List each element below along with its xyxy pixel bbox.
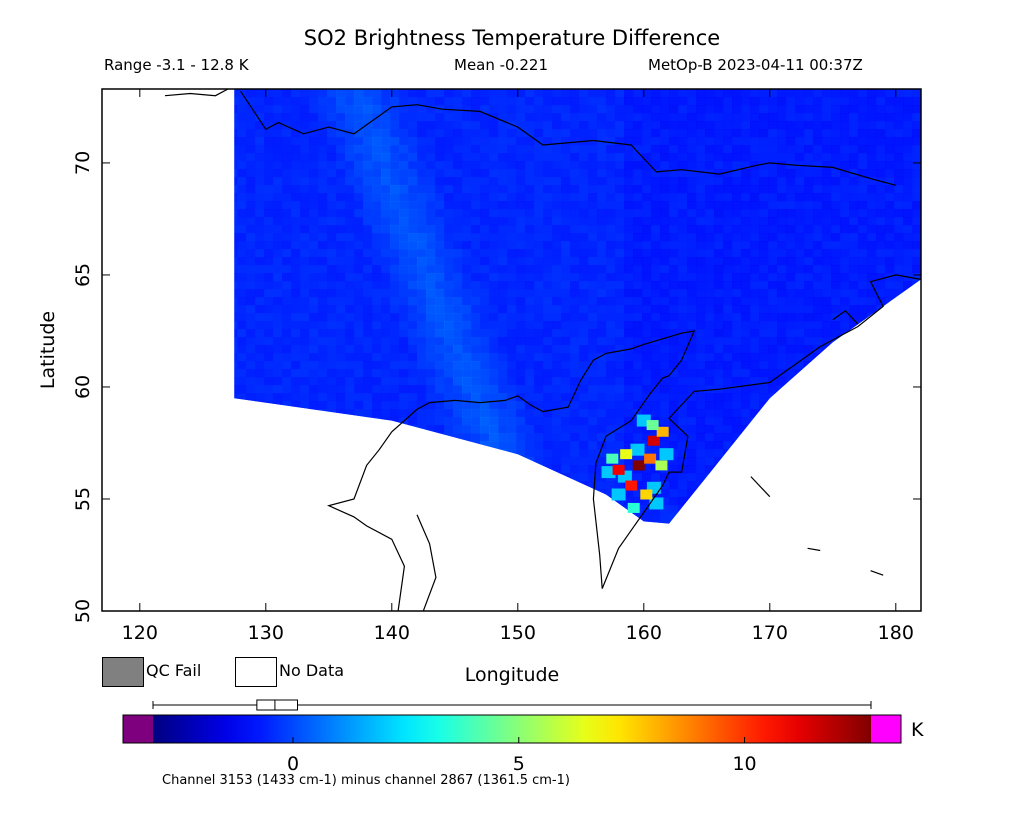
swath-pixels	[234, 89, 921, 524]
colorbar-over	[871, 715, 901, 743]
satellite-time-label: MetOp-B 2023-04-11 00:37Z	[648, 56, 863, 74]
plot-frame	[101, 88, 922, 612]
colorbar-tick-label: 0	[287, 753, 299, 775]
no-data-label: No Data	[279, 661, 345, 680]
coastlines	[164, 89, 921, 611]
x-tick-label: 160	[626, 622, 662, 644]
x-axis-label: Longitude	[464, 664, 560, 686]
colorbar	[153, 715, 871, 743]
plume-pixel	[612, 464, 625, 475]
plume-pixel	[627, 502, 640, 513]
boxplot-box	[256, 699, 299, 711]
mean-label: Mean -0.221	[454, 56, 548, 74]
plume-pixel	[606, 453, 619, 464]
colorbar-tick-label: 10	[732, 753, 756, 775]
plume-pixel	[632, 460, 645, 471]
coastline	[750, 476, 771, 498]
colorbar-frame	[122, 714, 902, 744]
colorbar-footnote: Channel 3153 (1433 cm-1) minus channel 2…	[162, 773, 570, 788]
coastline	[164, 89, 229, 97]
no-data-swatch	[235, 657, 277, 687]
qc-fail-label: QC Fail	[146, 661, 202, 680]
y-tick-label: 65	[72, 263, 94, 287]
range-label: Range -3.1 - 12.8 K	[104, 56, 249, 74]
coastline	[870, 570, 884, 576]
x-tick-label: 140	[374, 622, 410, 644]
x-tick-label: 130	[248, 622, 284, 644]
plume-pixel	[640, 489, 653, 500]
colorbar-tick-label: 5	[513, 753, 525, 775]
x-tick-label: 180	[878, 622, 914, 644]
x-tick-label: 170	[752, 622, 788, 644]
y-tick-label: 50	[72, 599, 94, 623]
so2-plume	[601, 414, 674, 513]
coastline	[240, 90, 896, 186]
coastline	[327, 274, 921, 611]
y-tick-label: 70	[72, 151, 94, 175]
coastline	[416, 514, 437, 611]
qc-fail-swatch	[102, 657, 144, 687]
y-tick-label: 60	[72, 375, 94, 399]
chart-title: SO2 Brightness Temperature Difference	[303, 26, 721, 50]
coastline	[832, 310, 859, 325]
y-tick-label: 55	[72, 487, 94, 511]
plume-pixel	[625, 480, 638, 491]
plume-pixel	[620, 449, 633, 460]
colorbar-unit: K	[911, 719, 924, 741]
plume-pixel	[655, 460, 668, 471]
x-tick-label: 120	[122, 622, 158, 644]
x-tick-label: 150	[500, 622, 536, 644]
plume-pixel	[647, 435, 660, 446]
plume-pixel	[646, 420, 659, 431]
plume-pixel	[644, 453, 657, 464]
colorbar-under	[123, 715, 153, 743]
plume-pixel	[656, 426, 669, 437]
coastline	[807, 547, 821, 552]
